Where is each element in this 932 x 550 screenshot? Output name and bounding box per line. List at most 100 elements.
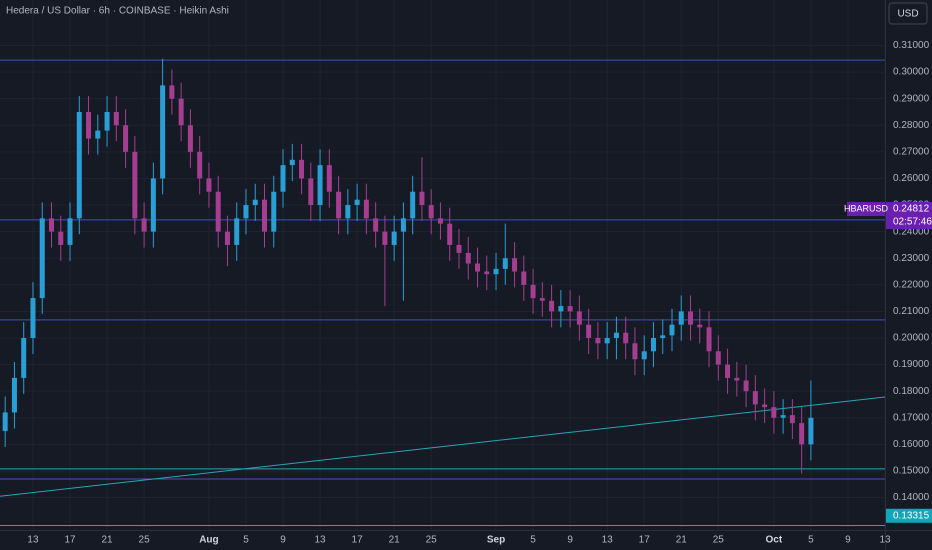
x-tick-label: 13	[27, 535, 39, 546]
x-tick-label: 9	[567, 535, 573, 546]
candle-body	[76, 111, 82, 219]
candle-body	[475, 263, 481, 272]
candle-body	[780, 415, 786, 418]
candle-body	[808, 417, 814, 445]
x-tick-label: 5	[530, 535, 536, 546]
y-tick-label: 0.21000	[893, 306, 930, 317]
candle-body	[123, 125, 129, 152]
marker-price-box	[886, 508, 932, 523]
candle-body	[224, 231, 230, 245]
currency-button[interactable]	[888, 2, 928, 25]
candle-body	[299, 159, 305, 179]
x-tick-label: 17	[64, 535, 76, 546]
x-tick-label: 13	[315, 535, 327, 546]
candle-body	[308, 178, 314, 206]
candle-body	[141, 218, 147, 232]
candle-body	[743, 380, 749, 392]
candle-body	[48, 218, 54, 232]
candle-body	[261, 199, 267, 232]
candle-body	[243, 205, 249, 219]
y-tick-label: 0.19000	[893, 359, 930, 370]
candle-body	[789, 415, 795, 424]
candle-body	[215, 191, 221, 232]
x-tick-label: 25	[139, 535, 151, 546]
candle-body	[86, 111, 92, 139]
x-tick-label: 17	[352, 535, 364, 546]
candle-body	[484, 271, 490, 275]
x-tick-label: 5	[243, 535, 249, 546]
y-tick-label: 0.24000	[893, 226, 930, 237]
candle-body	[706, 327, 712, 352]
x-tick-label: 21	[676, 535, 688, 546]
candle-body	[113, 111, 119, 126]
y-tick-label: 0.16000	[893, 439, 930, 450]
candle-body	[197, 151, 203, 179]
candle-body	[530, 284, 536, 299]
candle-body	[11, 377, 17, 413]
candle-body	[187, 125, 193, 152]
x-tick-label: 21	[101, 535, 113, 546]
currency-label: USD	[897, 9, 918, 20]
candle-body	[400, 218, 406, 232]
candle-body	[39, 218, 45, 299]
candle-body	[289, 159, 295, 166]
y-tick-label: 0.14000	[893, 492, 930, 503]
candle-body	[336, 191, 342, 219]
candle-body	[30, 298, 36, 338]
x-tick-label: 17	[639, 535, 651, 546]
candle-body	[632, 343, 638, 360]
candle-body	[604, 337, 610, 344]
candle-body	[326, 165, 332, 192]
x-tick-label: 13	[602, 535, 614, 546]
candle-body	[549, 300, 555, 312]
candle-body	[512, 258, 518, 272]
candle-body	[567, 306, 573, 312]
y-tick-label: 0.30000	[893, 67, 930, 78]
x-tick-label: 9	[280, 535, 286, 546]
candle-body	[613, 332, 619, 338]
candle-body	[539, 298, 545, 301]
candle-body	[363, 199, 369, 219]
candle-body	[437, 218, 443, 224]
candle-body	[641, 351, 647, 360]
y-tick-label: 0.28000	[893, 120, 930, 131]
drawings	[0, 59, 886, 526]
candle-body	[252, 199, 258, 206]
chart-title: Hedera / US Dollar · 6h · COINBASE · Hei…	[6, 6, 229, 17]
candle-body	[382, 231, 388, 245]
candle-body	[132, 151, 138, 219]
x-tick-label: 25	[426, 535, 438, 546]
x-tick-label: 9	[845, 535, 851, 546]
candle-body	[678, 311, 684, 325]
candle-body	[280, 165, 286, 192]
candle-body	[762, 404, 768, 408]
candle-body	[58, 231, 64, 245]
x-tick-label: Oct	[766, 535, 783, 546]
candle-body	[160, 85, 166, 179]
candle-body	[104, 111, 110, 131]
last-price-label: 0.24812	[893, 204, 930, 215]
y-tick-label: 0.27000	[893, 146, 930, 157]
countdown-label: 02:57:46	[893, 217, 932, 228]
candle-body	[586, 324, 592, 338]
y-tick-label: 0.26000	[893, 173, 930, 184]
candle-body	[95, 130, 101, 139]
symbol-box	[847, 202, 885, 217]
candle-body	[67, 218, 73, 245]
candle-body	[428, 205, 434, 219]
candle-body	[465, 252, 471, 264]
candles	[2, 58, 814, 474]
candle-body	[456, 244, 462, 253]
y-tick-label: 0.17000	[893, 412, 930, 423]
candle-body	[650, 337, 656, 352]
candle-body	[725, 364, 731, 378]
candle-body	[271, 191, 277, 232]
candle-body	[660, 335, 666, 338]
candle-body	[623, 332, 629, 344]
x-tick-label: Sep	[487, 535, 505, 546]
y-tick-label: 0.31000	[893, 40, 930, 51]
y-tick-label: 0.15000	[893, 466, 930, 477]
candle-body	[391, 231, 397, 245]
